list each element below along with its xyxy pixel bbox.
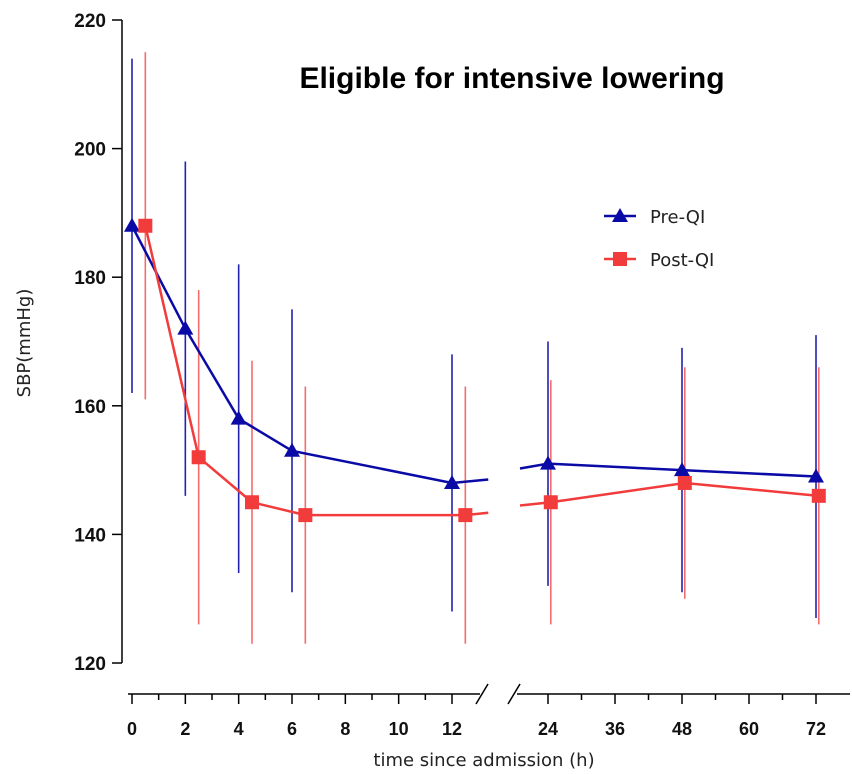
legend-label: Post-QI (650, 250, 714, 271)
series-line-post-qi (144, 225, 489, 517)
x-tick-label: 2 (180, 719, 190, 739)
point-post-qi (138, 218, 153, 233)
point-pre-qi (284, 442, 300, 457)
point-post-qi (811, 488, 826, 503)
legend-marker-post-qi (613, 252, 627, 266)
x-tick-label: 60 (739, 719, 759, 739)
series-lines (130, 225, 819, 517)
point-pre-qi (444, 474, 460, 489)
x-tick-label: 48 (672, 719, 692, 739)
chart-title: Eligible for intensive lowering (299, 62, 724, 95)
point-post-qi (458, 508, 473, 523)
x-tick-label: 36 (605, 719, 625, 739)
x-axis-break-mark-left (475, 683, 489, 705)
point-post-qi (677, 475, 692, 490)
x-tick-label: 12 (442, 719, 462, 739)
point-post-qi (245, 495, 259, 510)
point-pre-qi (808, 468, 824, 483)
legend-label: Pre-QI (650, 207, 705, 228)
y-tick-label: 160 (74, 397, 106, 418)
point-pre-qi (674, 462, 690, 477)
x-tick-label: 0 (127, 719, 137, 739)
x-tick-label: 8 (340, 719, 350, 739)
point-pre-qi (177, 320, 194, 335)
point-post-qi (543, 495, 558, 510)
x-tick-label: 72 (806, 719, 826, 739)
y-tick-label: 220 (74, 11, 106, 32)
x-tick-label: 24 (538, 719, 558, 739)
x-axis-title: time since admission (h) (373, 750, 594, 771)
x-tick-label: 6 (287, 719, 297, 739)
series-markers (124, 217, 826, 523)
point-pre-qi (230, 410, 247, 425)
error-bars (131, 52, 820, 644)
x-tick-label: 4 (234, 719, 244, 739)
y-tick-label: 200 (74, 140, 106, 161)
legend: Pre-QI Post-QI (604, 207, 714, 271)
point-pre-qi (540, 455, 556, 470)
x-axis-break-mark-right (507, 683, 521, 705)
y-axis-title: SBP(mmHg) (14, 289, 35, 398)
point-post-qi (191, 450, 206, 465)
point-pre-qi (124, 217, 140, 232)
y-tick-label: 180 (74, 268, 106, 289)
y-tick-label: 120 (74, 654, 106, 675)
y-tick-label: 140 (74, 525, 106, 546)
series-line-pre-qi (519, 462, 817, 478)
point-post-qi (298, 508, 313, 523)
series-line-post-qi (519, 481, 819, 507)
x-tick-label: 10 (389, 719, 409, 739)
legend-marker-pre-qi (612, 208, 628, 222)
series-line-pre-qi (130, 225, 489, 485)
